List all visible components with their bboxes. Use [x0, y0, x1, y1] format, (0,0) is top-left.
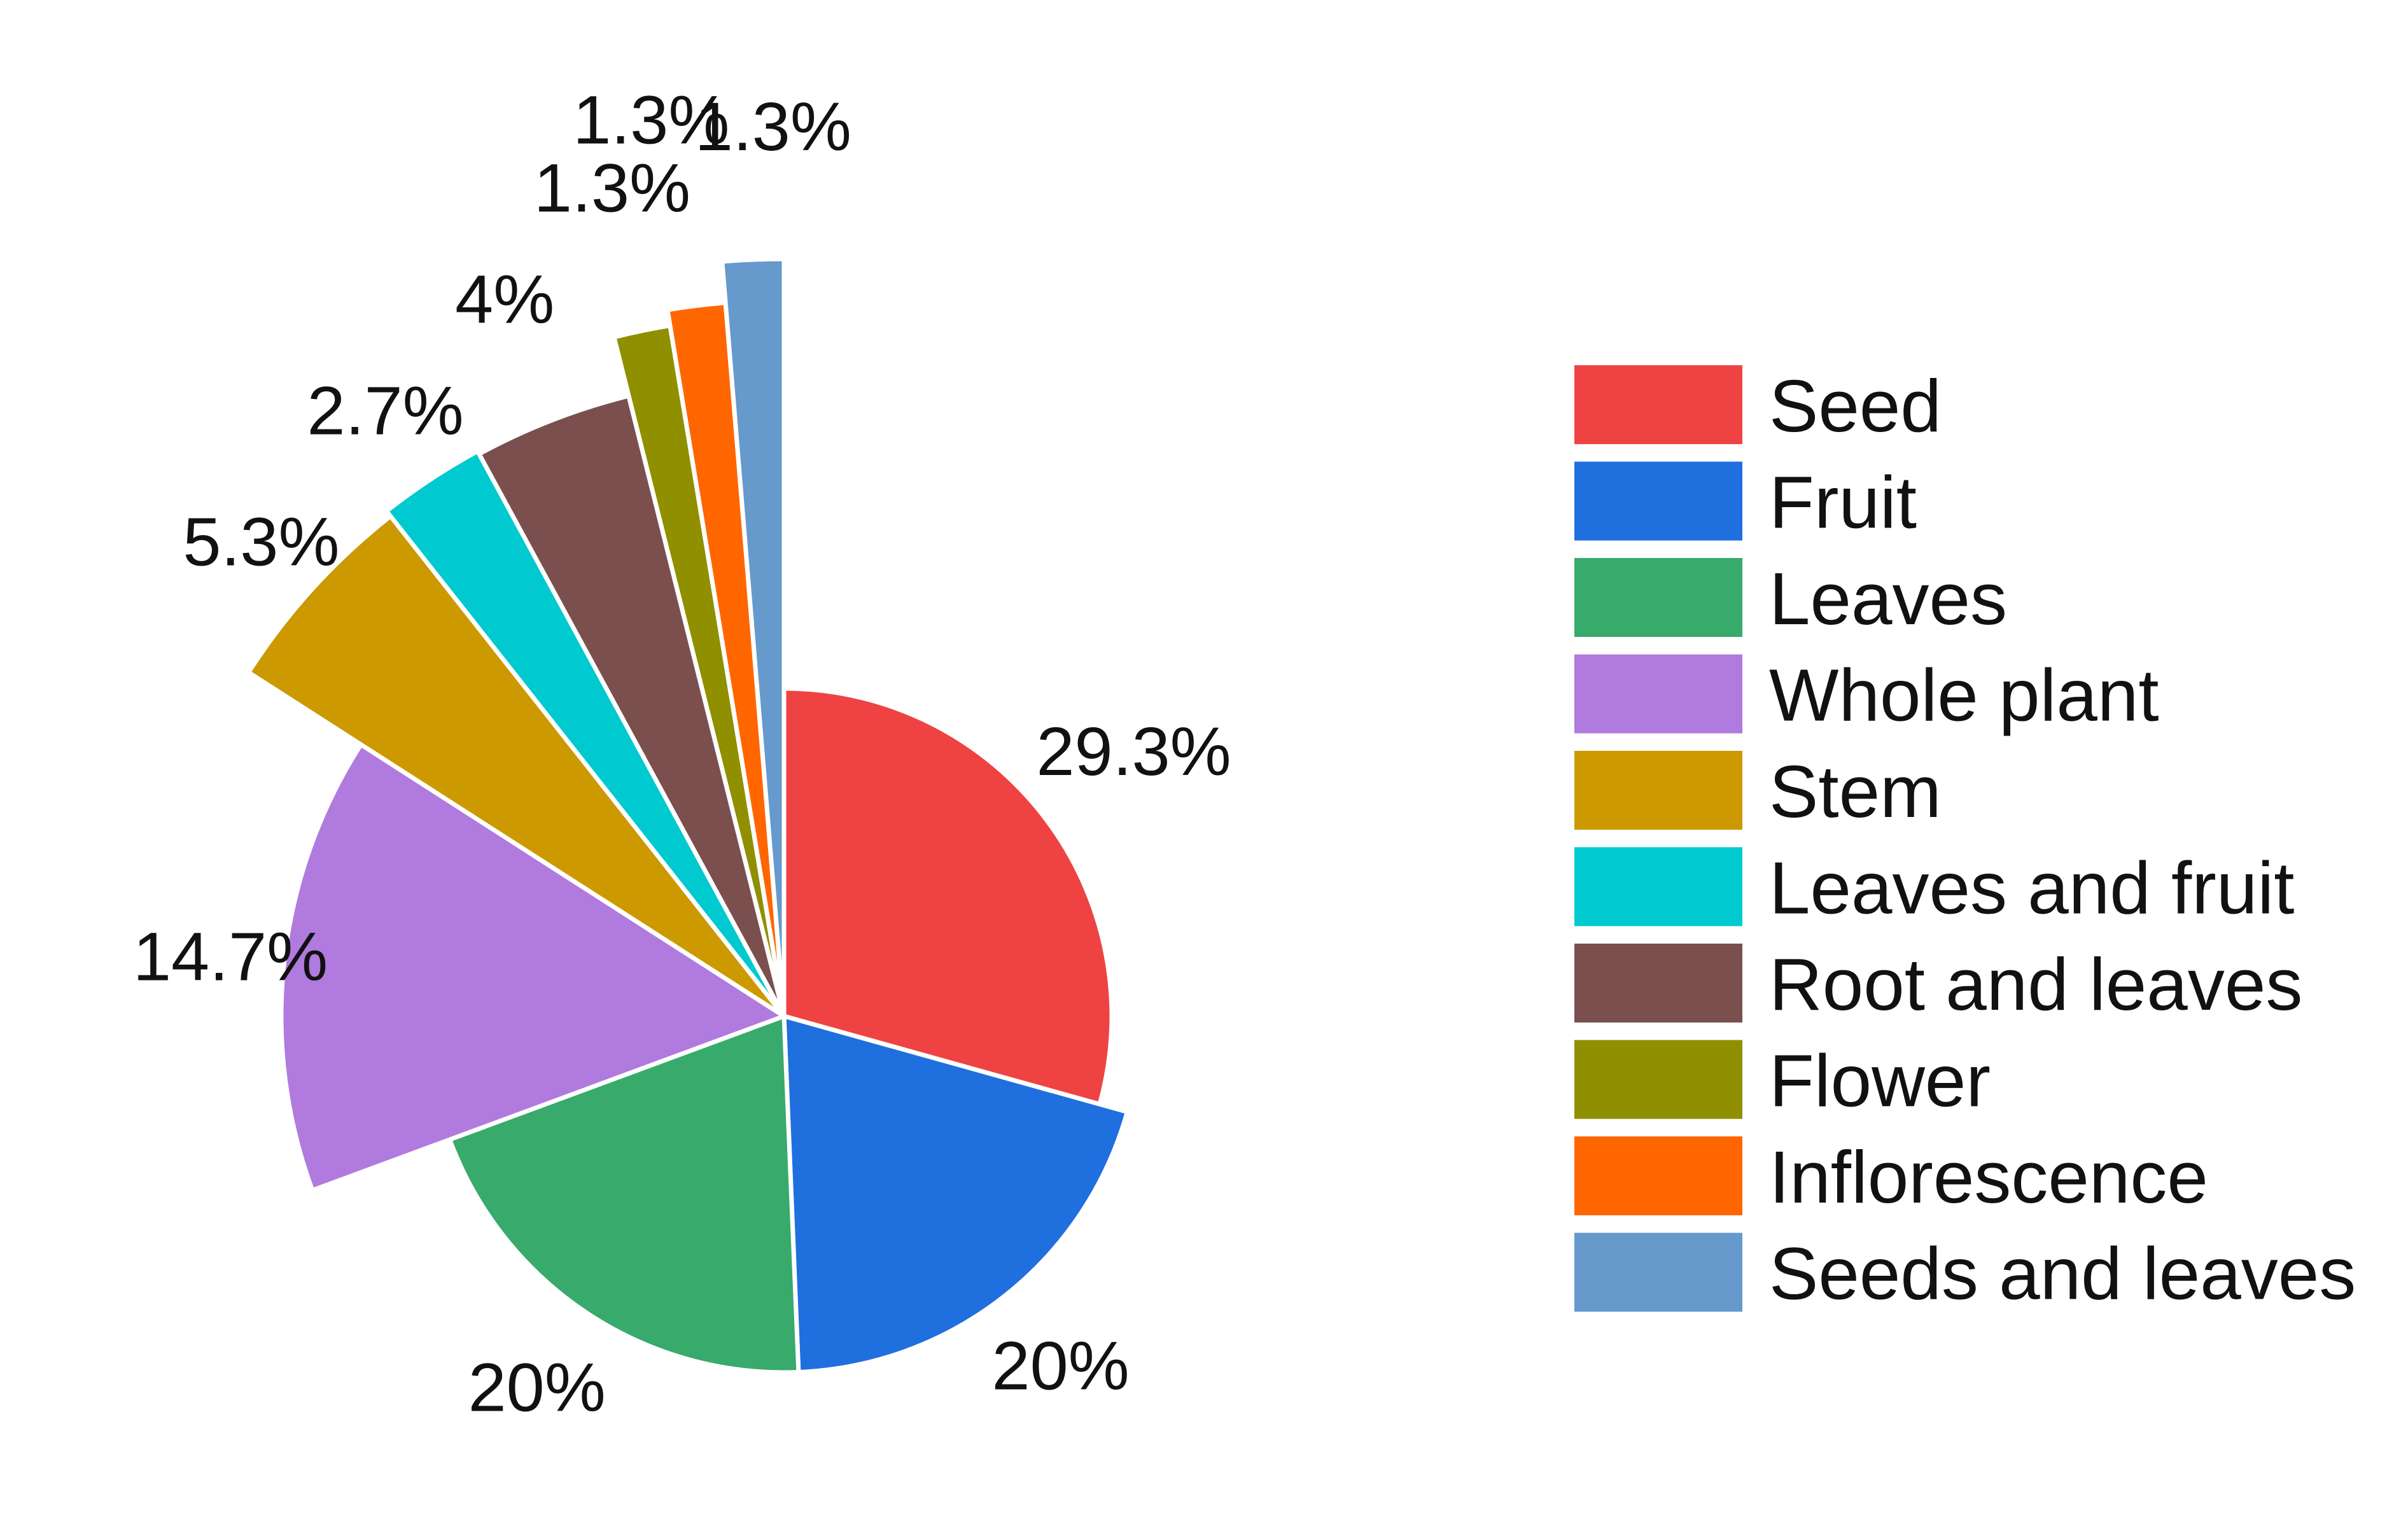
percentage-labels: 29.3% 20% 20% 14.7% 5.3% 2.7% 4% 1.3%1.3%1.3%	[133, 81, 1231, 1426]
legend-swatch-root-and-leaves	[1574, 944, 1742, 1023]
pie-slice-root-and-leaves	[477, 393, 787, 1019]
pie-slices	[246, 256, 1130, 1375]
pct-label-root-and-leaves: 4%	[455, 260, 554, 337]
pie-slice-whole-plant	[279, 742, 787, 1193]
pct-label-seed: 29.3%	[1036, 713, 1231, 790]
legend-swatch-seed	[1574, 365, 1742, 444]
legend-swatch-stem	[1574, 751, 1742, 830]
legend-swatch-leaves	[1574, 558, 1742, 637]
legend-swatch-flower	[1574, 1040, 1742, 1119]
pct-label-seeds-and-leaves: 1.3%	[695, 88, 851, 165]
legend-label-seeds-and-leaves: Seeds and leaves	[1769, 1232, 2356, 1315]
legend-swatch-inflorescence	[1574, 1136, 1742, 1215]
pie-slice-leaves-and-fruit	[384, 449, 787, 1019]
pct-label-stem: 5.3%	[183, 503, 339, 580]
pie-slice-seeds-and-leaves	[720, 256, 787, 1019]
pct-label-fruit: 20%	[992, 1327, 1130, 1404]
pie-slice-seed	[781, 686, 1114, 1107]
legend-label-leaves: Leaves	[1769, 557, 2007, 640]
legend-label-flower: Flower	[1769, 1040, 1991, 1122]
pct-label-leaves-and-fruit: 2.7%	[307, 372, 464, 449]
pct-label-whole-plant: 14.7%	[133, 918, 328, 995]
pie-slice-stem	[246, 513, 787, 1019]
legend-swatch-fruit	[1574, 461, 1742, 541]
legend-label-inflorescence: Inflorescence	[1769, 1136, 2208, 1218]
legend-swatch-seeds-and-leaves	[1574, 1232, 1742, 1312]
pie-slice-fruit	[781, 1014, 1130, 1374]
pie-slice-leaves	[447, 1014, 801, 1375]
legend-label-stem: Stem	[1769, 750, 1942, 833]
pct-label-leaves: 20%	[468, 1348, 606, 1425]
legend-label-whole-plant: Whole plant	[1769, 654, 2159, 737]
legend-label-root-and-leaves: Root and leaves	[1769, 943, 2302, 1026]
legend-label-fruit: Fruit	[1769, 461, 1917, 544]
pct-label-inflorescence: 1.3%	[573, 81, 729, 158]
legend-swatch-leaves-and-fruit	[1574, 847, 1742, 926]
pct-label-flower: 1.3%	[534, 150, 690, 227]
legend: Seed Fruit Leaves Whole plant Stem Leaves and…	[1574, 365, 2356, 1315]
legend-label-leaves-and-fruit: Leaves and fruit	[1769, 847, 2294, 930]
legend-swatch-whole-plant	[1574, 654, 1742, 734]
legend-label-seed: Seed	[1769, 365, 1942, 447]
